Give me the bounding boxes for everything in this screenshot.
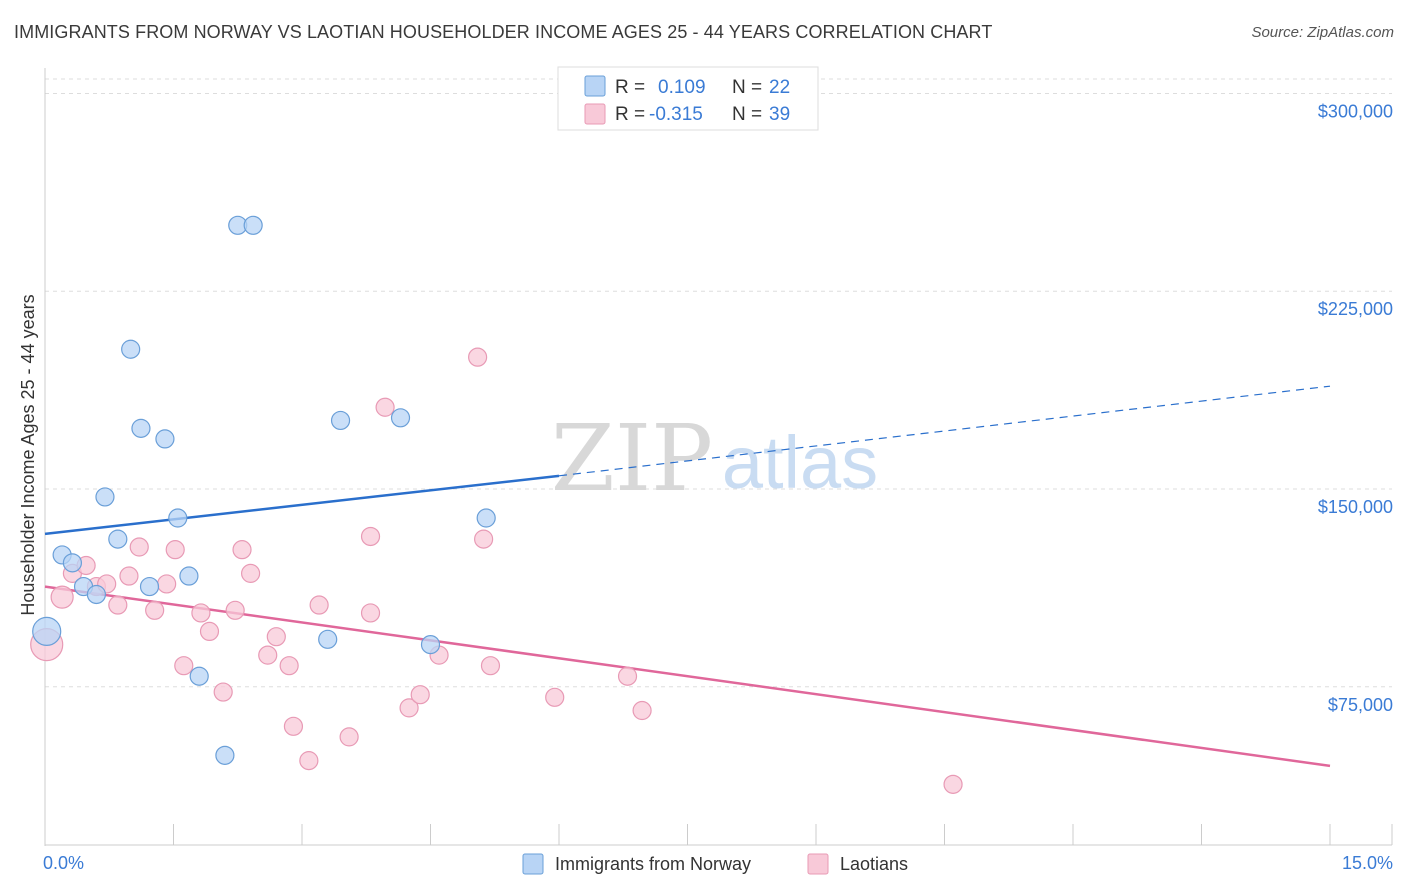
bottom-legend-swatch-laotian bbox=[807, 853, 829, 875]
laotian-point bbox=[266, 627, 286, 647]
laotian-point bbox=[309, 595, 329, 615]
laotian-point bbox=[617, 666, 638, 686]
norway-trend-extension bbox=[558, 385, 1331, 477]
laotian-point bbox=[157, 574, 177, 594]
legend-n-label-norway: N = bbox=[732, 77, 762, 98]
bottom-legend-swatch-norway bbox=[522, 853, 544, 875]
norway-point bbox=[168, 508, 188, 528]
legend-r-value-norway: 0.109 bbox=[658, 77, 706, 98]
watermark: ZIP atlas bbox=[551, 405, 878, 512]
laotian-point bbox=[129, 537, 149, 557]
data-points bbox=[30, 215, 963, 794]
laotian-point bbox=[410, 685, 430, 705]
laotian-point bbox=[199, 621, 220, 642]
y-tick-label: $75,000 bbox=[1328, 695, 1393, 715]
laotian-point bbox=[119, 566, 139, 586]
laotian-point bbox=[375, 397, 395, 417]
norway-point bbox=[390, 408, 411, 428]
norway-point bbox=[330, 410, 351, 431]
laotian-point bbox=[943, 774, 963, 794]
norway-point bbox=[318, 629, 338, 649]
laotian-point bbox=[480, 656, 501, 676]
norway-point bbox=[108, 529, 128, 549]
laotian-point bbox=[360, 526, 381, 547]
norway-point bbox=[139, 576, 160, 597]
norway-point bbox=[95, 487, 115, 507]
legend-swatch-laotian bbox=[584, 103, 606, 125]
laotian-point bbox=[145, 600, 165, 620]
norway-point bbox=[215, 745, 235, 765]
axes bbox=[44, 68, 1393, 846]
laotian-point bbox=[232, 540, 252, 560]
series-legend: Immigrants from Norway Laotians bbox=[522, 853, 908, 875]
laotian-point bbox=[283, 716, 304, 736]
chart-title: IMMIGRANTS FROM NORWAY VS LAOTIAN HOUSEH… bbox=[14, 22, 993, 42]
watermark-zip: ZIP bbox=[551, 405, 713, 512]
laotian-point bbox=[165, 540, 185, 560]
laotian-point bbox=[545, 687, 565, 707]
stats-legend: R = 0.109 N = 22 R = -0.315 N = 39 bbox=[557, 66, 819, 131]
laotian-point bbox=[225, 600, 245, 620]
legend-n-value-norway: 22 bbox=[769, 77, 790, 98]
bottom-legend-label-laotian: Laotians bbox=[840, 854, 908, 874]
norway-point bbox=[32, 616, 62, 647]
norway-point bbox=[476, 508, 496, 528]
y-tick-label: $150,000 bbox=[1318, 497, 1393, 517]
laotian-point bbox=[339, 727, 359, 747]
source-label: Source: ZipAtlas.com bbox=[1251, 24, 1394, 41]
norway-point bbox=[155, 429, 175, 449]
legend-n-value-laotian: 39 bbox=[769, 104, 790, 125]
norway-point bbox=[189, 666, 209, 686]
laotian-point bbox=[360, 603, 381, 623]
norway-point bbox=[420, 634, 441, 655]
laotian-point bbox=[299, 751, 319, 771]
laotian-trend-line bbox=[44, 585, 1331, 768]
norway-point bbox=[62, 553, 83, 573]
gridlines bbox=[45, 78, 1392, 688]
y-tick-label: $225,000 bbox=[1318, 299, 1393, 319]
y-tick-labels: $75,000 $150,000 $225,000 $300,000 bbox=[1318, 101, 1393, 714]
legend-r-label-laotian: R = bbox=[615, 104, 645, 125]
laotian-point bbox=[474, 529, 494, 549]
laotian-point bbox=[50, 585, 74, 609]
legend-swatch-norway bbox=[584, 75, 606, 97]
x-tick-label-end: 15.0% bbox=[1342, 853, 1393, 873]
norway-point bbox=[121, 339, 141, 359]
norway-point bbox=[243, 215, 263, 235]
norway-point bbox=[179, 566, 199, 586]
watermark-atlas: atlas bbox=[722, 421, 878, 504]
laotian-point bbox=[174, 656, 194, 676]
trend-lines bbox=[44, 385, 1331, 768]
y-tick-label: $300,000 bbox=[1318, 101, 1393, 121]
laotian-point bbox=[632, 700, 652, 721]
legend-n-label-laotian: N = bbox=[732, 104, 762, 125]
legend-r-label-norway: R = bbox=[615, 77, 645, 98]
laotian-point bbox=[399, 698, 419, 718]
laotian-point bbox=[213, 682, 233, 702]
x-tick-labels: 0.0% 15.0% bbox=[43, 853, 1393, 873]
laotian-point bbox=[191, 603, 211, 623]
laotian-point bbox=[258, 645, 278, 665]
norway-point bbox=[86, 584, 107, 605]
y-axis-title: Householder Income Ages 25 - 44 years bbox=[18, 294, 38, 615]
norway-trend-line bbox=[44, 474, 560, 536]
laotian-point bbox=[279, 656, 299, 676]
legend-r-value-laotian: -0.315 bbox=[649, 104, 703, 125]
norway-point bbox=[131, 418, 151, 438]
laotian-point bbox=[108, 595, 128, 615]
x-tick-label-start: 0.0% bbox=[43, 853, 84, 873]
bottom-legend-label-norway: Immigrants from Norway bbox=[555, 854, 751, 874]
laotian-point bbox=[468, 347, 488, 367]
laotian-point bbox=[241, 563, 261, 583]
